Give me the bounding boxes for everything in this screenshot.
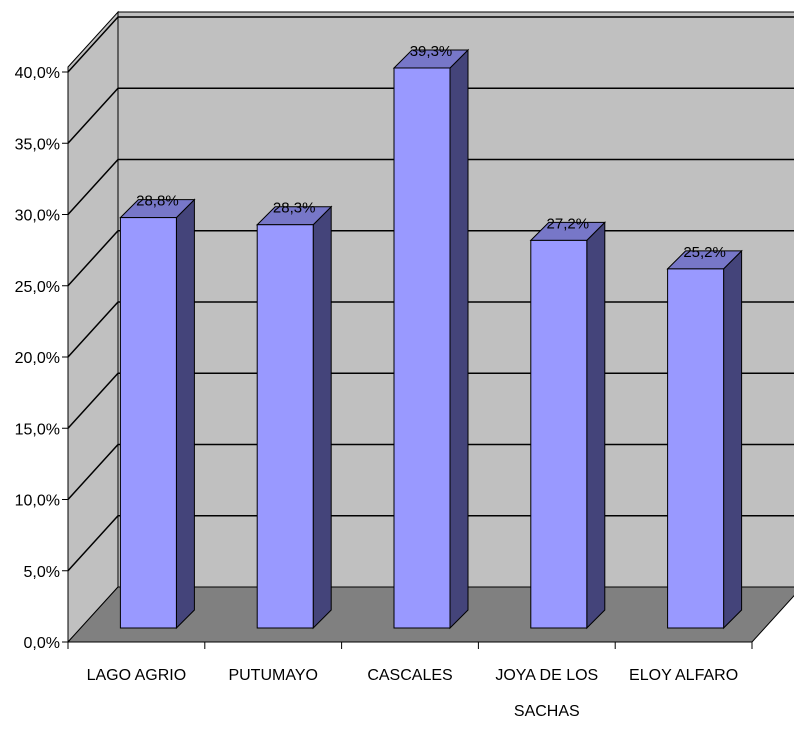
- bar-front: [256, 224, 314, 629]
- bar: [392, 48, 470, 630]
- category-label: CASCALES: [367, 667, 452, 684]
- chart-side-wall: [67, 10, 119, 644]
- gridline-side: [67, 515, 119, 572]
- data-label: 39,3%: [410, 43, 453, 60]
- y-tick-label: 10,0%: [15, 493, 60, 510]
- bar-front: [530, 239, 588, 629]
- bar-side: [586, 221, 606, 630]
- y-tick-label: 40,0%: [15, 65, 60, 82]
- gridline-side: [67, 443, 119, 501]
- y-axis-ticks: 0,0% 5,0% 10,0% 15,0% 20,0% 25,0% 30,0% 35,0% 40…: [15, 65, 68, 652]
- x-axis-categories: LAGO AGRIO PUTUMAYO CASCALES JOYA DE LOS SAC…: [87, 667, 739, 720]
- data-label: 25,2%: [683, 244, 726, 261]
- y-tick-label: 30,0%: [15, 208, 60, 225]
- category-label-line: PUTUMAYO: [228, 667, 317, 684]
- category-label-line: ELOY ALFARO: [629, 667, 738, 684]
- gridline-side: [67, 16, 119, 73]
- gridline-side: [67, 301, 119, 358]
- category-label-line: CASCALES: [367, 667, 452, 684]
- category-label: PUTUMAYO: [228, 667, 317, 684]
- category-label: ELOY ALFARO: [629, 667, 738, 684]
- bar: [119, 198, 196, 630]
- category-label: JOYA DE LOS SACHAS: [495, 667, 598, 720]
- bar: [529, 221, 607, 630]
- category-label-line: LAGO AGRIO: [87, 667, 187, 684]
- bar-front: [667, 268, 725, 629]
- bar: [666, 249, 743, 630]
- bars: [119, 48, 743, 630]
- gridline-side: [67, 372, 119, 429]
- data-label: 28,8%: [136, 193, 179, 210]
- bar-side: [175, 198, 195, 630]
- data-label: 27,2%: [547, 215, 590, 232]
- y-tick-label: 35,0%: [15, 136, 60, 153]
- bar-front: [393, 67, 451, 629]
- y-tick-label: 15,0%: [15, 421, 60, 438]
- bar-side: [312, 205, 332, 630]
- bar-side: [449, 48, 469, 630]
- y-tick-label: 25,0%: [15, 279, 60, 296]
- category-label-line: JOYA DE LOS: [495, 667, 598, 684]
- category-label-line: SACHAS: [514, 703, 580, 720]
- data-label: 28,3%: [273, 200, 316, 217]
- gridline-side: [67, 230, 119, 287]
- bar-front: [119, 217, 177, 629]
- bar-side: [723, 249, 743, 630]
- bar: [255, 205, 333, 630]
- y-tick-label: 5,0%: [24, 564, 60, 581]
- gridline-side: [67, 158, 119, 216]
- data-labels: 28,8% 28,3% 39,3% 27,2% 25,2%: [136, 43, 726, 261]
- category-label: LAGO AGRIO: [87, 667, 187, 684]
- y-tick-label: 0,0%: [24, 635, 60, 652]
- gridline-side: [67, 87, 119, 144]
- y-tick-label: 20,0%: [15, 350, 60, 367]
